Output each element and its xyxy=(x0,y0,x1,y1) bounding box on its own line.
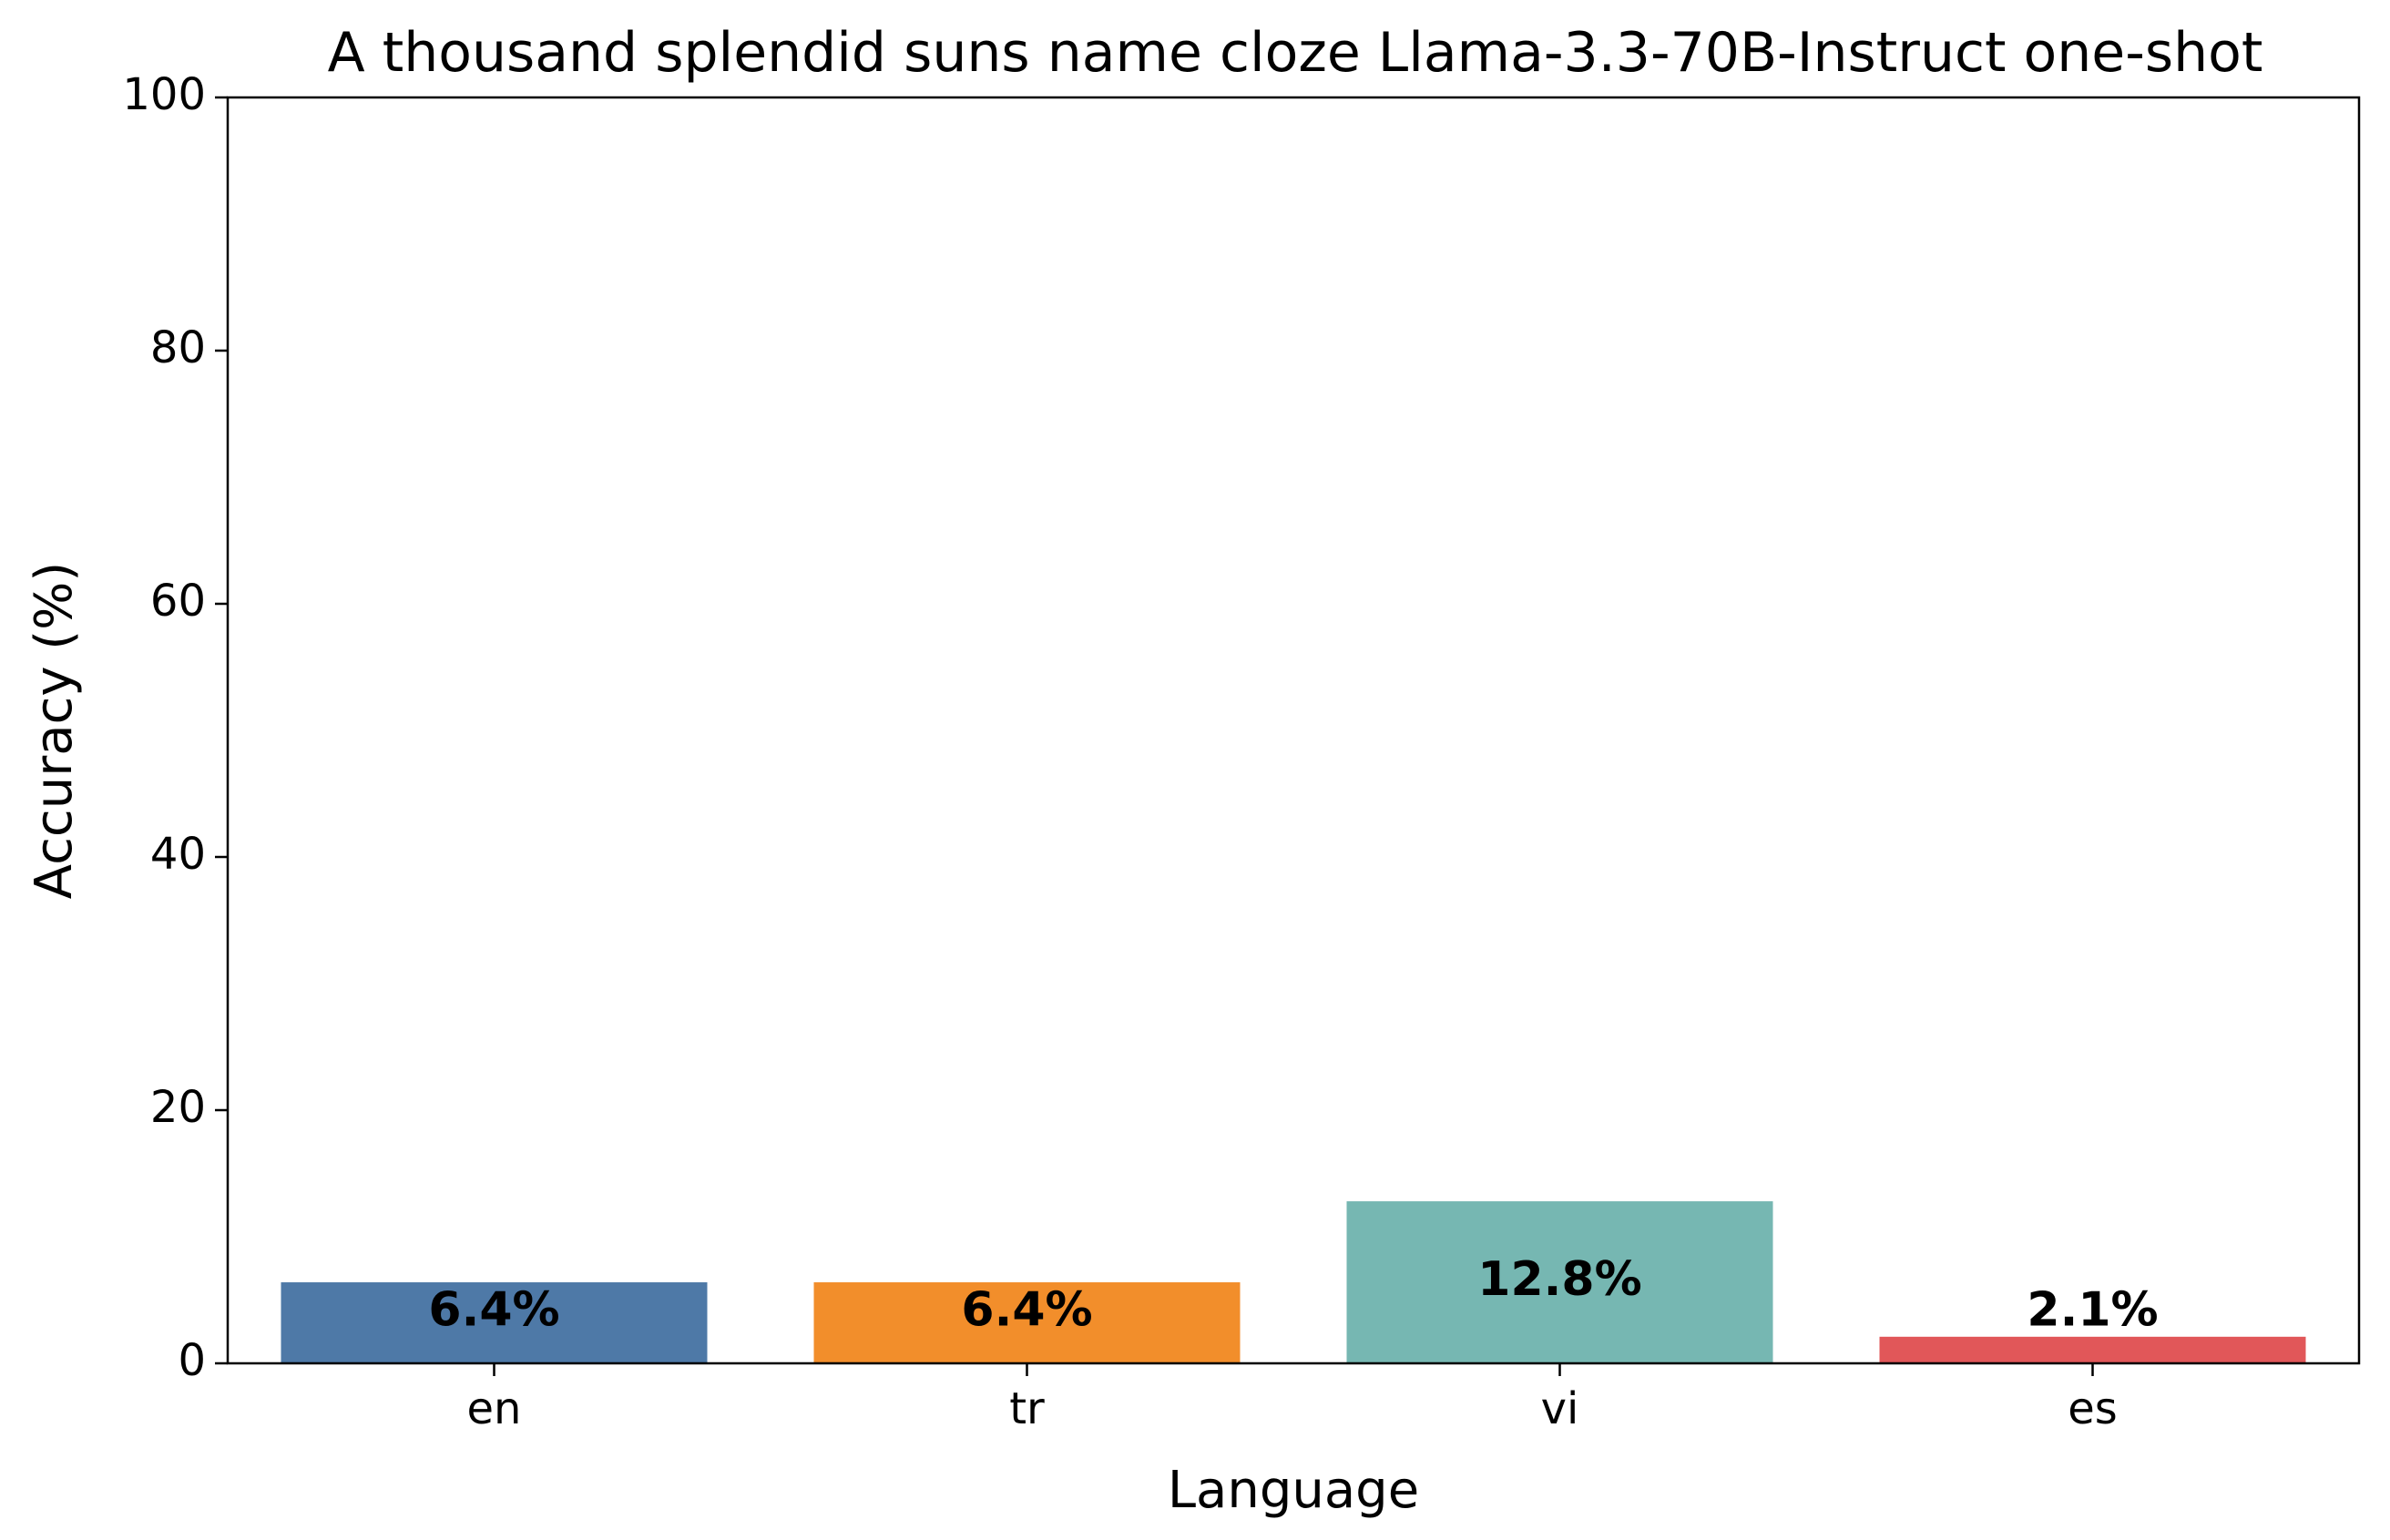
value-labels-layer: 6.4% 6.4% 12.8% 2.1% xyxy=(428,1252,2158,1337)
y-axis-label: Accuracy (%) xyxy=(25,562,84,899)
bar-en xyxy=(281,1282,708,1363)
x-tick-label-es: es xyxy=(2068,1383,2118,1434)
y-tick-label-40: 40 xyxy=(150,829,206,880)
y-tick-label-0: 0 xyxy=(178,1335,206,1386)
plot-area-frame xyxy=(226,96,2361,1365)
bar-tr xyxy=(813,1282,1241,1363)
value-label-en: 6.4% xyxy=(428,1282,559,1337)
value-label-tr: 6.4% xyxy=(961,1282,1092,1337)
bars-layer xyxy=(281,1201,2306,1363)
chart-title: A thousand splendid suns name cloze Llam… xyxy=(328,21,2263,85)
x-tick-label-tr: tr xyxy=(1009,1383,1045,1434)
value-label-vi: 12.8% xyxy=(1477,1252,1641,1307)
y-tick-label-60: 60 xyxy=(150,576,206,627)
bar-es xyxy=(1879,1336,2306,1363)
x-axis-label: Language xyxy=(1168,1461,1419,1520)
x-axis-ticks: en tr vi es xyxy=(467,1363,2118,1434)
x-tick-label-en: en xyxy=(467,1383,522,1434)
y-tick-label-100: 100 xyxy=(122,69,206,120)
y-tick-label-20: 20 xyxy=(150,1082,206,1133)
y-axis-ticks: 0 20 40 60 80 100 xyxy=(122,69,228,1386)
y-tick-label-80: 80 xyxy=(150,322,206,373)
value-label-es: 2.1% xyxy=(2027,1282,2158,1337)
x-tick-label-vi: vi xyxy=(1541,1383,1579,1434)
bar-vi xyxy=(1346,1201,1773,1363)
